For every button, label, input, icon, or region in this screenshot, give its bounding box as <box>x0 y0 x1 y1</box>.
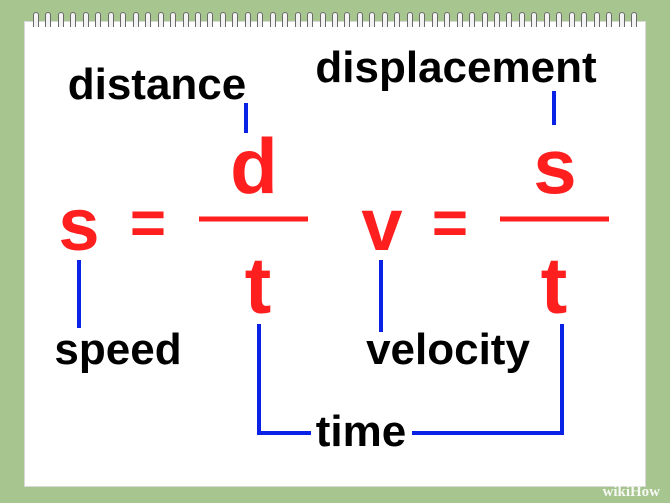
spiral-ring <box>356 12 363 27</box>
spiral-ring <box>207 12 214 27</box>
spiral-ring <box>120 12 127 27</box>
velocity-symbol: v <box>361 183 402 266</box>
time-left-connector-line <box>257 324 311 435</box>
wikihow-watermark: wikiHow <box>602 484 660 501</box>
spiral-ring <box>269 12 276 27</box>
time-label: time <box>316 407 406 456</box>
spiral-ring <box>82 12 89 27</box>
spiral-ring <box>381 12 388 27</box>
spiral-ring <box>568 12 575 27</box>
spiral-binding <box>25 12 645 34</box>
time-symbol-speed: t <box>245 241 272 330</box>
wikihow-watermark-right: How <box>630 484 660 500</box>
spiral-ring <box>344 12 351 27</box>
spiral-ring <box>157 12 164 27</box>
spiral-ring <box>33 12 39 27</box>
velocity-equals-sign: = <box>432 189 468 258</box>
speed-equals-sign: = <box>130 189 166 258</box>
spiral-ring <box>182 12 189 27</box>
spiral-ring <box>95 12 102 27</box>
spiral-ring <box>257 12 264 27</box>
spiral-ring <box>332 12 338 27</box>
spiral-ring <box>456 12 463 27</box>
time-right-connector-line <box>412 324 564 435</box>
spiral-ring <box>194 12 201 27</box>
time-symbol-velocity: t <box>541 241 568 330</box>
spiral-ring <box>444 12 451 27</box>
spiral-ring <box>244 12 251 27</box>
spiral-ring <box>518 12 525 27</box>
velocity-label: velocity <box>366 325 530 374</box>
spiral-ring <box>531 12 538 27</box>
distance-label: distance <box>68 60 247 109</box>
spiral-ring <box>369 12 376 27</box>
spiral-ring <box>294 12 301 27</box>
spiral-ring <box>506 12 513 27</box>
spiral-ring <box>45 12 52 27</box>
spiral-ring <box>70 12 77 27</box>
spiral-ring <box>581 12 588 27</box>
spiral-ring <box>431 12 438 27</box>
spiral-ring <box>631 12 637 27</box>
wikihow-watermark-left: wiki <box>602 484 630 500</box>
spiral-ring <box>107 12 114 27</box>
spiral-ring <box>406 12 413 27</box>
spiral-ring <box>57 12 64 27</box>
spiral-ring <box>132 12 139 27</box>
displacement-label: displacement <box>315 43 597 92</box>
spiral-ring <box>469 12 476 27</box>
spiral-ring <box>419 12 426 27</box>
displacement-symbol: s <box>533 122 576 210</box>
spiral-ring <box>481 12 488 27</box>
spiral-ring <box>618 12 625 27</box>
distance-symbol: d <box>230 122 278 210</box>
spiral-ring <box>543 12 550 27</box>
speed-label: speed <box>54 325 181 374</box>
spiral-ring <box>307 12 314 27</box>
spiral-ring <box>170 12 177 27</box>
spiral-ring <box>606 12 613 27</box>
spiral-ring <box>145 12 152 27</box>
spiral-ring <box>219 12 226 27</box>
spiral-ring <box>232 12 239 27</box>
spiral-ring <box>556 12 563 27</box>
notepad-paper <box>25 22 645 486</box>
spiral-ring <box>493 12 500 27</box>
spiral-ring <box>319 12 326 27</box>
speed-symbol: s <box>58 183 99 266</box>
spiral-ring <box>394 12 401 27</box>
spiral-ring <box>593 12 600 27</box>
spiral-ring <box>282 12 289 27</box>
